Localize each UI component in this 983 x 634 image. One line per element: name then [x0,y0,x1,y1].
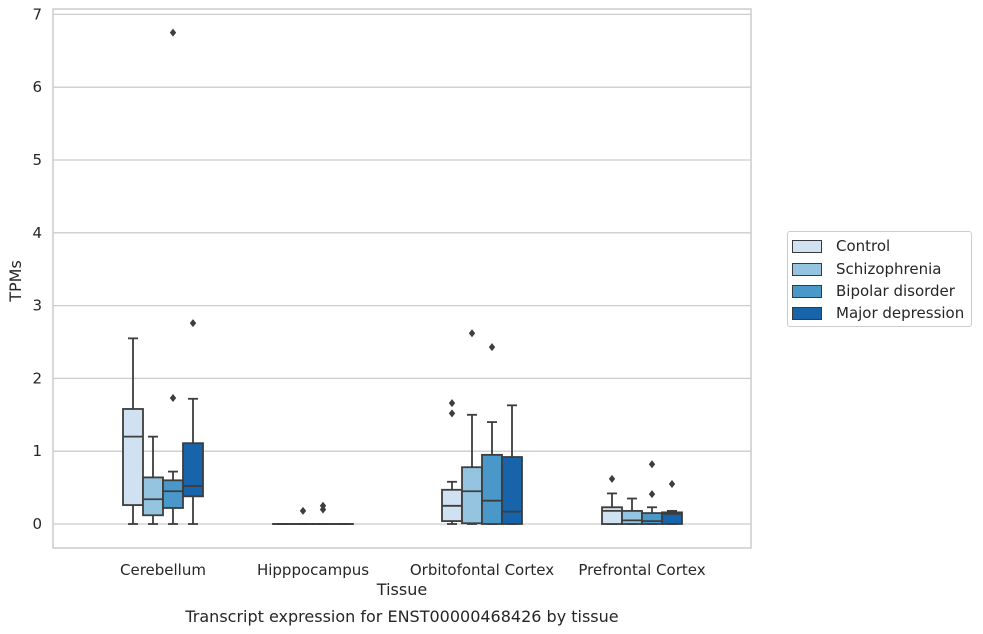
legend-item-major-depression: Major depression [792,303,964,323]
outlier-point [299,506,307,515]
y-tick-labels: 0 1 2 3 4 5 6 7 [32,5,42,533]
outlier-point [648,460,656,469]
outlier-point [608,474,616,483]
y-tick-label: 6 [32,78,42,96]
chart-title: Transcript expression for ENST0000046842… [184,607,618,626]
plot-frame [52,8,752,549]
x-tick-label: Cerebellum [120,561,206,579]
outlier-point [448,409,456,418]
y-tick-label: 5 [32,151,42,169]
box-iqr [481,453,503,525]
box-control [441,399,463,525]
outlier-point [189,319,197,328]
box-iqr [641,512,663,525]
outlier-point [488,343,496,352]
outlier-point [668,479,676,488]
legend-item-schizophrenia: Schizophrenia [792,259,941,279]
box-iqr [142,476,164,517]
box-bipolar-disorder [641,460,663,525]
box-major-depression [501,404,523,525]
box-iqr [621,509,643,525]
box-iqr [661,511,683,525]
box-schizophrenia [142,435,164,525]
x-tick-labels: Cerebellum Hipppocampus Orbitofontal Corte… [120,561,706,579]
outlier-point [648,490,656,499]
y-tick-label: 4 [32,224,42,242]
x-axis-label: Tissue [376,580,427,599]
x-tick-label: Orbitofontal Cortex [410,561,554,579]
legend-label: Major depression [836,304,965,322]
legend-item-bipolar-disorder: Bipolar disorder [792,281,955,301]
outlier-point [319,501,327,510]
box-iqr [461,466,483,525]
legend-label: Schizophrenia [836,260,942,278]
legend-swatch [792,284,822,298]
box-schizophrenia [292,506,314,525]
legend-swatch [792,306,822,320]
grid-lines [53,13,751,525]
legend-item-control: Control [792,236,890,256]
legend-label: Bipolar disorder [836,282,955,300]
legend: Control Schizophrenia Bipolar disorder M… [787,231,972,327]
legend-swatch [792,262,822,276]
box-control [601,474,623,525]
box-major-depression [661,479,683,525]
box-iqr [501,456,523,525]
outlier-point [169,28,177,37]
box-iqr [162,479,184,509]
y-tick-label: 7 [32,5,42,23]
legend-label: Control [836,237,891,255]
y-axis-label: TPMs [6,260,25,303]
outlier-point [468,329,476,338]
x-tick-label: Prefrontal Cortex [578,561,705,579]
outlier-point [448,399,456,408]
box-bipolar-disorder [312,501,334,525]
y-tick-label: 2 [32,369,42,387]
box-schizophrenia [461,329,483,525]
box-iqr [601,506,623,525]
y-tick-label: 3 [32,297,42,315]
box-major-depression [182,319,204,525]
box-schizophrenia [621,497,643,525]
y-tick-label: 0 [32,515,42,533]
outlier-point [169,394,177,403]
boxes [122,28,683,525]
box-control [122,337,144,525]
box-bipolar-disorder [481,343,503,525]
y-tick-label: 1 [32,442,42,460]
legend-swatch [792,239,822,253]
box-iqr [122,408,144,506]
box-bipolar-disorder [162,28,184,525]
box-iqr [182,442,204,498]
x-tick-label: Hipppocampus [257,561,369,579]
